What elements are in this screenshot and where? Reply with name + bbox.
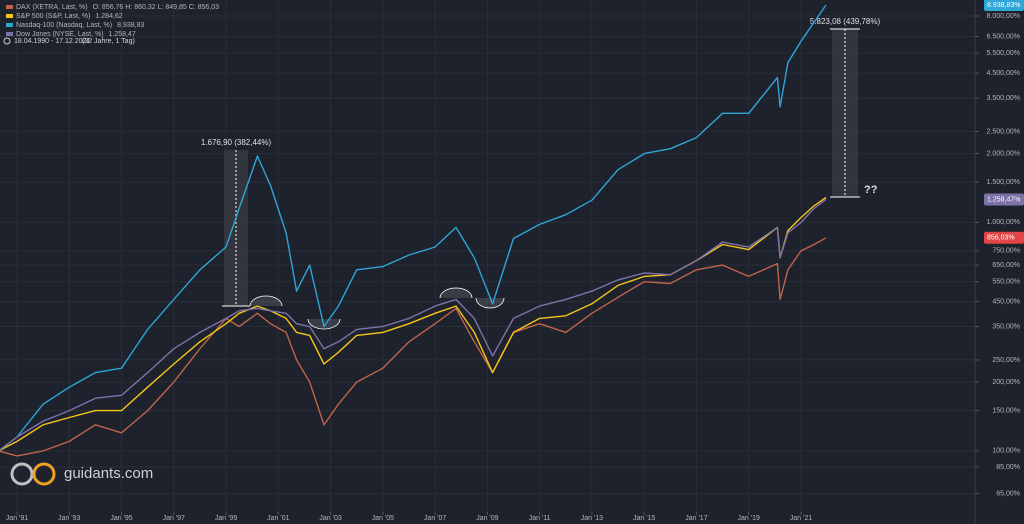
- legend-name: Dow Jones (NYSE, Last, %): [16, 31, 104, 38]
- y-tick-label: 250,00%: [992, 357, 1020, 364]
- y-tick-label: 100,00%: [992, 448, 1020, 455]
- series-line: [0, 4, 827, 451]
- y-tick-label: 85,00%: [996, 464, 1020, 471]
- logo-ring: [10, 462, 34, 486]
- y-tick-label: 4.500,00%: [987, 70, 1020, 77]
- y-tick-label: 450,00%: [992, 298, 1020, 305]
- measure-label: 5.823,08 (439,78%): [810, 17, 881, 26]
- question-label: ??: [864, 184, 878, 196]
- series-line: [0, 196, 827, 452]
- legend-value: 8.938,83: [117, 22, 144, 29]
- series-lines: [0, 4, 827, 457]
- logo: guidants.com: [10, 462, 153, 486]
- x-tick-label: Jan '11: [529, 515, 551, 522]
- y-axis: 8.000,00% 6.500,00% 5.500,00% 4.500,00% 3.50…: [6, 0, 1024, 524]
- x-tick-label: Jan '05: [372, 515, 394, 522]
- last-value-label: 856,03%: [987, 235, 1015, 242]
- x-tick-label: Jan '97: [163, 515, 185, 522]
- measure-label: 1.676,90 (382,44%): [201, 138, 272, 147]
- x-tick-label: Jan '01: [267, 515, 289, 522]
- y-tick-label: 65,00%: [996, 490, 1020, 497]
- legend-name: DAX (XETRA, Last, %): [16, 4, 88, 11]
- arcs: [249, 287, 505, 330]
- y-tick-label: 3.500,00%: [987, 95, 1020, 102]
- clock-icon: [3, 37, 11, 45]
- legend-swatch: [6, 5, 13, 9]
- x-tick-label: Jan '03: [319, 515, 341, 522]
- x-tick-label: Jan '91: [6, 515, 28, 522]
- logo-ring: [32, 462, 56, 486]
- x-tick-label: Jan '17: [685, 515, 707, 522]
- y-tick-label: 2.000,00%: [987, 150, 1020, 157]
- watermark: guidants.com: [64, 465, 153, 482]
- legend-swatch: [6, 14, 13, 18]
- x-tick-label: Jan '13: [581, 515, 603, 522]
- y-tick-label: 2.500,00%: [987, 128, 1020, 135]
- last-value-tag: [984, 231, 1024, 244]
- date-range: 18.04.1990 - 17.12.2021: [14, 38, 90, 45]
- series-line: [0, 198, 827, 451]
- last-value-label: 1.258,47%: [987, 196, 1020, 203]
- y-tick-label: 1.000,00%: [987, 219, 1020, 226]
- series-line: [0, 237, 827, 457]
- legend-value: O: 856,76 H: 860,32 L: 849,85 C: 856,03: [93, 4, 220, 11]
- duration: (32 Jahre, 1 Tag): [82, 38, 135, 45]
- y-tick-label: 6.500,00%: [987, 33, 1020, 40]
- legend: DAX (XETRA, Last, %) O: 856,76 H: 860,32 …: [6, 4, 219, 38]
- y-tick-label: 750,00%: [992, 248, 1020, 255]
- legend-name: Nasdaq-100 (Nasdaq, Last, %): [16, 22, 112, 29]
- y-tick-label: 8.000,00%: [987, 13, 1020, 20]
- y-tick-label: 350,00%: [992, 323, 1020, 330]
- legend-swatch: [6, 32, 13, 36]
- legend-value: 1.258,47: [109, 31, 136, 38]
- legend-value: 1.284,62: [95, 13, 122, 20]
- arc: [475, 297, 505, 309]
- last-value-tag: [984, 0, 1024, 11]
- x-tick-label: Jan '99: [215, 515, 237, 522]
- x-tick-label: Jan '95: [110, 515, 132, 522]
- last-value-label: 8.938,83%: [987, 2, 1020, 9]
- last-value-tag: [984, 193, 1024, 206]
- x-tick-label: Jan '09: [476, 515, 498, 522]
- x-tick-label: Jan '19: [738, 515, 760, 522]
- x-tick-label: Jan '93: [58, 515, 80, 522]
- y-tick-label: 150,00%: [992, 407, 1020, 414]
- x-tick-label: Jan '07: [424, 515, 446, 522]
- arc: [439, 287, 473, 299]
- y-tick-label: 5.500,00%: [987, 50, 1020, 57]
- x-tick-label: Jan '21: [790, 515, 812, 522]
- legend-swatch: [6, 23, 13, 27]
- y-tick-label: 1.500,00%: [987, 179, 1020, 186]
- y-tick-label: 650,00%: [992, 262, 1020, 269]
- y-tick-label: 200,00%: [992, 379, 1020, 386]
- y-tick-label: 550,00%: [992, 279, 1020, 286]
- legend-name: S&P 500 (S&P, Last, %): [16, 13, 90, 20]
- arc: [249, 295, 283, 307]
- x-tick-label: Jan '15: [633, 515, 655, 522]
